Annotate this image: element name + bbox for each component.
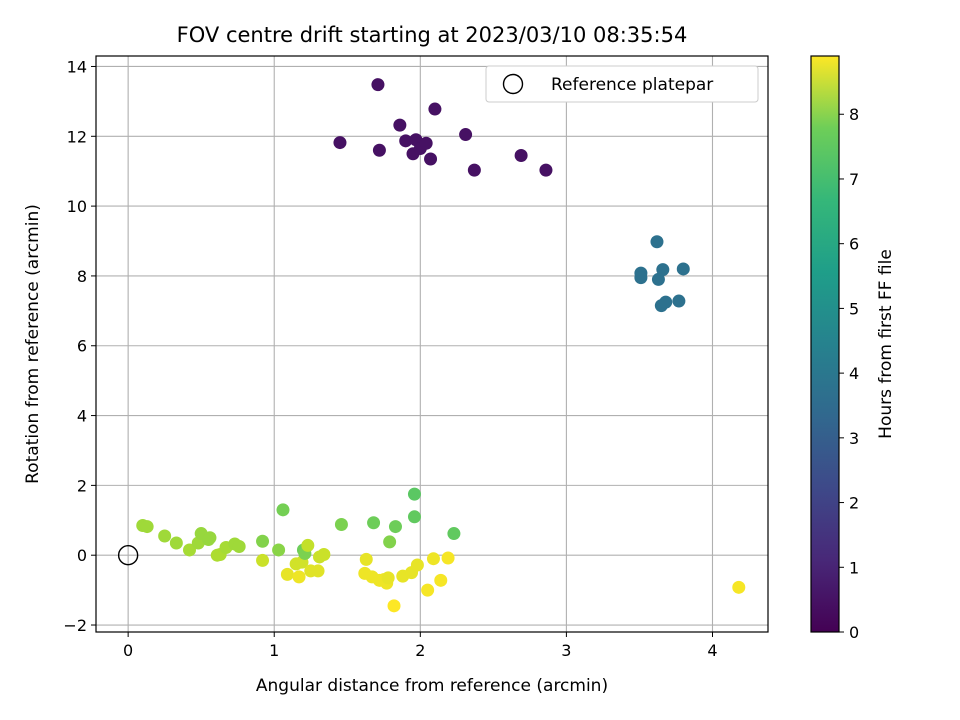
colorbar-frame xyxy=(810,55,840,633)
data-point-57 xyxy=(367,516,381,530)
data-point-44 xyxy=(292,570,306,584)
data-point-48 xyxy=(301,538,315,552)
data-point-73 xyxy=(441,551,455,565)
data-point-37 xyxy=(232,539,246,553)
data-point-75 xyxy=(732,580,746,594)
data-point-23 xyxy=(676,262,690,276)
data-point-53 xyxy=(334,517,348,531)
colorbar-ticks: 0 1 2 3 4 5 6 7 8 xyxy=(839,105,859,642)
y-tick-label-4: 6 xyxy=(77,337,87,356)
colorbar-tick-label-4: 4 xyxy=(849,364,859,383)
data-point-63 xyxy=(387,599,401,613)
data-point-25 xyxy=(140,520,154,534)
colorbar-tick-label-7: 7 xyxy=(849,170,859,189)
colorbar-label: Hours from first FF file xyxy=(876,249,896,439)
x-axis-label: Angular distance from reference (arcmin) xyxy=(256,676,608,696)
data-point-27 xyxy=(169,536,183,550)
data-point-28 xyxy=(182,543,196,557)
data-point-12 xyxy=(467,163,481,177)
x-tick-label-0: 0 xyxy=(123,641,133,660)
data-point-40 xyxy=(272,543,286,557)
reference-layer xyxy=(117,545,139,566)
data-point-11 xyxy=(459,128,473,142)
y-tick-label-1: 0 xyxy=(77,546,87,565)
data-point-52 xyxy=(317,548,331,562)
data-point-64 xyxy=(388,520,402,534)
data-point-32 xyxy=(203,531,217,545)
data-point-70 xyxy=(421,583,435,597)
data-point-67 xyxy=(407,510,421,524)
data-point-2 xyxy=(372,143,386,157)
data-point-4 xyxy=(399,134,413,148)
y-axis-ticks: −2 0 2 4 6 8 10 12 14 xyxy=(63,57,96,635)
data-point-38 xyxy=(256,534,270,548)
data-point-72 xyxy=(434,573,448,587)
legend-label-reference: Reference platepar xyxy=(551,75,713,95)
data-points xyxy=(136,78,746,613)
legend-box xyxy=(485,65,759,103)
y-tick-label-0: −2 xyxy=(63,616,87,635)
x-tick-label-1: 1 xyxy=(269,641,279,660)
data-point-22 xyxy=(672,294,686,308)
data-point-61 xyxy=(381,571,395,585)
y-tick-label-6: 10 xyxy=(67,197,87,216)
y-tick-label-5: 8 xyxy=(77,267,87,286)
colorbar-tick-label-5: 5 xyxy=(849,299,859,318)
y-tick-label-3: 4 xyxy=(77,407,87,426)
data-point-21 xyxy=(659,295,673,309)
y-axis-label: Rotation from reference (arcmin) xyxy=(23,204,43,484)
colorbar-tick-label-0: 0 xyxy=(849,623,859,642)
y-tick-label-8: 14 xyxy=(67,57,87,76)
data-point-69 xyxy=(410,558,424,572)
x-tick-label-4: 4 xyxy=(707,641,717,660)
data-point-71 xyxy=(426,552,440,566)
data-point-13 xyxy=(514,148,528,162)
colorbar-tick-label-3: 3 xyxy=(849,429,859,448)
data-point-1 xyxy=(371,78,385,92)
legend-marker-reference xyxy=(502,73,524,95)
data-point-50 xyxy=(311,564,325,578)
data-point-14 xyxy=(539,163,553,177)
data-point-9 xyxy=(424,152,438,166)
reference-platepar-marker xyxy=(117,545,139,566)
chart-title: FOV centre drift starting at 2023/03/10 … xyxy=(177,23,688,47)
colorbar-gradient xyxy=(811,56,839,632)
data-point-17 xyxy=(650,235,664,249)
data-point-55 xyxy=(359,552,373,566)
y-tick-label-7: 12 xyxy=(67,127,87,146)
data-point-8 xyxy=(419,136,433,150)
data-point-74 xyxy=(447,527,461,541)
data-point-10 xyxy=(428,102,442,116)
data-point-39 xyxy=(256,553,270,567)
colorbar-tick-label-8: 8 xyxy=(849,105,859,124)
legend: Reference platepar xyxy=(485,65,759,103)
data-point-41 xyxy=(276,503,290,517)
colorbar-tick-label-2: 2 xyxy=(849,494,859,513)
y-tick-label-2: 2 xyxy=(77,476,87,495)
x-axis-ticks: 0 1 2 3 4 xyxy=(123,632,718,660)
data-point-68 xyxy=(407,487,421,501)
plot-frame xyxy=(95,55,769,633)
colorbar-tick-label-6: 6 xyxy=(849,235,859,254)
data-point-18 xyxy=(651,272,665,286)
x-tick-label-2: 2 xyxy=(415,641,425,660)
data-point-62 xyxy=(383,535,397,549)
colorbar: 0 1 2 3 4 5 6 7 8 Hours from first FF file xyxy=(810,55,896,642)
data-point-3 xyxy=(393,118,407,132)
x-tick-label-3: 3 xyxy=(561,641,571,660)
data-point-26 xyxy=(158,529,172,543)
colorbar-tick-label-1: 1 xyxy=(849,558,859,577)
data-point-16 xyxy=(634,271,648,285)
data-point-19 xyxy=(656,263,670,277)
data-point-0 xyxy=(333,136,347,150)
data-point-42 xyxy=(280,567,294,581)
